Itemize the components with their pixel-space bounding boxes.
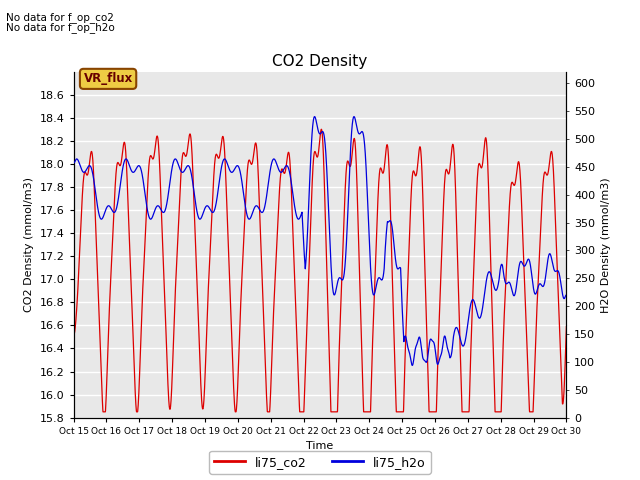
Text: VR_flux: VR_flux [83, 72, 132, 85]
Y-axis label: CO2 Density (mmol/m3): CO2 Density (mmol/m3) [24, 177, 34, 312]
X-axis label: Time: Time [307, 441, 333, 451]
Y-axis label: H2O Density (mmol/m3): H2O Density (mmol/m3) [601, 177, 611, 312]
Title: CO2 Density: CO2 Density [273, 54, 367, 70]
Legend: li75_co2, li75_h2o: li75_co2, li75_h2o [209, 451, 431, 474]
Text: No data for f_op_co2: No data for f_op_co2 [6, 12, 115, 23]
Text: No data for f_op_h2o: No data for f_op_h2o [6, 22, 115, 33]
